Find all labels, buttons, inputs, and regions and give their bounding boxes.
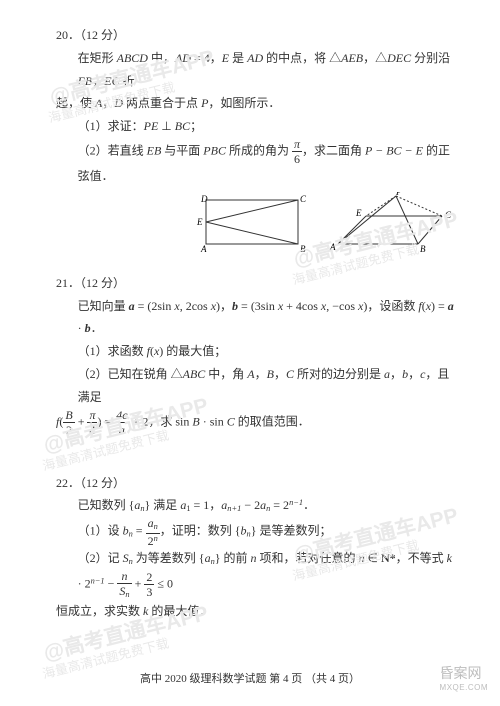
q22-part2: （2）记 Sn 为等差数列 {an} 的前 n 项和，若对任意的 n ∈ N*，… bbox=[56, 547, 458, 600]
q20-part2: （2）若直线 EB 与平面 PBC 所成的角为 π6，求二面角 P − BC −… bbox=[56, 138, 458, 188]
label-C: C bbox=[300, 194, 307, 204]
label-C: C bbox=[445, 210, 452, 220]
q20-figures: D C E A B P E C A B bbox=[56, 192, 456, 254]
label-B: B bbox=[420, 244, 426, 254]
label-E: E bbox=[196, 217, 203, 227]
q21-head: 21．（12 分） bbox=[56, 272, 458, 295]
label-A: A bbox=[200, 244, 207, 254]
question-20: 20．（12 分） 在矩形 ABCD 中，AD = 4，E 是 AD 的中点，将… bbox=[56, 24, 458, 254]
figure-rectangle: D C E A B bbox=[192, 192, 312, 254]
q22-head: 22．（12 分） bbox=[56, 472, 458, 495]
question-22: 22．（12 分） 已知数列 {an} 满足 a1 = 1，an+1 − 2an… bbox=[56, 472, 458, 623]
q21-part1: （1）求函数 f(x) 的最大值； bbox=[56, 340, 458, 363]
q20-head: 20．（12 分） bbox=[56, 24, 458, 47]
page-content: 20．（12 分） 在矩形 ABCD 中，AD = 4，E 是 AD 的中点，将… bbox=[0, 0, 500, 622]
q21-line1: 已知向量 a = (2sin x, 2cos x)，b = (3sin x + … bbox=[56, 295, 458, 341]
label-B: B bbox=[300, 244, 306, 254]
label-D: D bbox=[200, 194, 208, 204]
q22-line3: 恒成立，求实数 k 的最大值． bbox=[56, 600, 458, 623]
q22-part1: （1）设 bn = an2n，证明：数列 {bn} 是等差数列； bbox=[56, 517, 458, 547]
question-21: 21．（12 分） 已知向量 a = (2sin x, 2cos x)，b = … bbox=[56, 272, 458, 436]
label-P: P bbox=[395, 192, 402, 197]
q21-part2: （2）已知在锐角 △ABC 中，角 A，B，C 所对的边分别是 a，b，c，且满… bbox=[56, 363, 458, 409]
q21-line3: f(B2 + π4) = 4ca + 2，求 sin B · sin C 的取值… bbox=[56, 409, 458, 436]
label-E: E bbox=[355, 208, 362, 218]
page-footer: 高中 2020 级理科数学试题 第 4 页 （共 4 页） bbox=[0, 670, 500, 686]
q20-line2: 起，使 A，D 两点重合于点 P，如图所示． bbox=[56, 92, 458, 115]
q22-line1: 已知数列 {an} 满足 a1 = 1，an+1 − 2an = 2n−1． bbox=[56, 494, 458, 517]
q20-line1: 在矩形 ABCD 中，AD = 4，E 是 AD 的中点，将 △AEB，△DEC… bbox=[56, 47, 458, 93]
figure-folded: P E C A B bbox=[326, 192, 456, 254]
q20-part1: （1）求证：PE ⊥ BC； bbox=[56, 115, 458, 138]
label-A: A bbox=[329, 242, 336, 252]
corner-watermark: 昏案网 MXQE.COM bbox=[440, 663, 488, 692]
